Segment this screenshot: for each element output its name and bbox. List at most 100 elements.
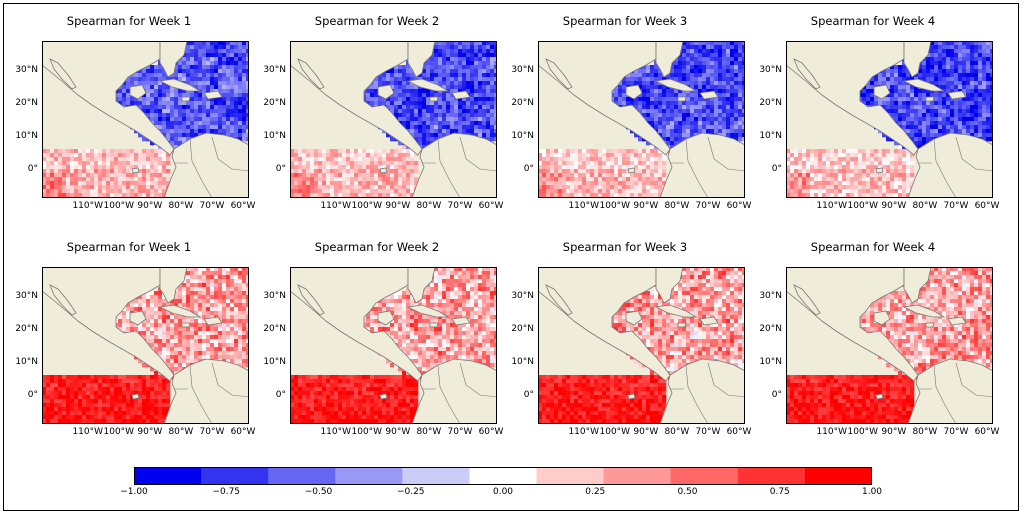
x-tick-label: 90°W bbox=[137, 201, 163, 211]
colorbar-tick-label: −0.25 bbox=[396, 487, 425, 497]
panel-title: Spearman for Week 2 bbox=[314, 240, 440, 254]
y-tick-label: 30°N bbox=[511, 64, 534, 75]
y-tick-label: 30°N bbox=[15, 290, 38, 301]
y-tick-label: 10°N bbox=[263, 356, 286, 367]
x-tick-label: 100°W bbox=[351, 427, 383, 437]
x-tick-label: 90°W bbox=[385, 201, 411, 211]
x-tick-label: 110°W bbox=[72, 201, 104, 211]
colorbar-segment bbox=[536, 467, 605, 485]
x-tick-label: 60°W bbox=[230, 427, 256, 437]
correlation-map bbox=[290, 41, 497, 198]
x-tick-label: 80°W bbox=[912, 427, 938, 437]
colorbar-segment bbox=[335, 467, 403, 485]
colorbar-segment bbox=[670, 467, 739, 485]
x-tick-label: 100°W bbox=[847, 201, 879, 211]
correlation-map bbox=[538, 267, 745, 424]
x-tick-label: 60°W bbox=[230, 201, 256, 211]
x-tick-label: 90°W bbox=[881, 427, 907, 437]
x-tick-label: 70°W bbox=[695, 201, 721, 211]
y-tick-label: 20°N bbox=[759, 97, 782, 108]
colorbar-segment bbox=[268, 467, 336, 485]
x-tick-label: 90°W bbox=[137, 427, 163, 437]
x-tick-label: 100°W bbox=[599, 427, 631, 437]
y-tick-label: 30°N bbox=[511, 290, 534, 301]
colorbar-segment bbox=[469, 467, 538, 485]
colorbar-segment bbox=[804, 467, 872, 485]
x-tick-label: 80°W bbox=[912, 201, 938, 211]
correlation-map bbox=[786, 41, 993, 198]
y-tick-label: 30°N bbox=[759, 64, 782, 75]
colorbar-tick-label: −0.50 bbox=[304, 487, 333, 497]
panel-title: Spearman for Week 1 bbox=[66, 14, 192, 28]
x-tick-label: 70°W bbox=[943, 427, 969, 437]
colorbar-segment bbox=[603, 467, 672, 485]
x-tick-label: 90°W bbox=[633, 427, 659, 437]
x-tick-label: 100°W bbox=[103, 427, 135, 437]
x-tick-label: 90°W bbox=[881, 201, 907, 211]
y-tick-label: 10°N bbox=[511, 130, 534, 141]
y-tick-label: 0° bbox=[523, 389, 534, 400]
x-tick-label: 70°W bbox=[199, 427, 225, 437]
panel-title: Spearman for Week 4 bbox=[810, 240, 936, 254]
x-tick-label: 100°W bbox=[599, 201, 631, 211]
map-panel: Spearman for Week 2 110°W 100°W 90°W 80°W 70°… bbox=[252, 240, 504, 440]
x-tick-label: 80°W bbox=[168, 201, 194, 211]
x-tick-label: 60°W bbox=[726, 427, 752, 437]
x-tick-label: 100°W bbox=[847, 427, 879, 437]
x-tick-label: 70°W bbox=[695, 427, 721, 437]
y-tick-label: 20°N bbox=[15, 97, 38, 108]
y-tick-label: 30°N bbox=[759, 290, 782, 301]
x-tick-label: 60°W bbox=[478, 427, 504, 437]
map-panel: Spearman for Week 1 110°W 100°W 90°W 80°W 70°… bbox=[4, 14, 256, 214]
colorbar-tick-label: 0.75 bbox=[769, 487, 790, 497]
panel-title: Spearman for Week 4 bbox=[810, 14, 936, 28]
y-tick-label: 20°N bbox=[759, 323, 782, 334]
colorbar-segment bbox=[134, 467, 202, 485]
panel-title: Spearman for Week 2 bbox=[314, 14, 440, 28]
y-tick-label: 30°N bbox=[263, 290, 286, 301]
correlation-map bbox=[786, 267, 993, 424]
y-tick-label: 10°N bbox=[759, 130, 782, 141]
colorbar-tick-label: 0.50 bbox=[677, 487, 698, 497]
colorbar-tick-label: 0.00 bbox=[492, 487, 514, 497]
x-tick-label: 90°W bbox=[633, 201, 659, 211]
x-tick-label: 60°W bbox=[974, 427, 1000, 437]
x-tick-label: 60°W bbox=[974, 201, 1000, 211]
x-tick-label: 110°W bbox=[72, 427, 104, 437]
colorbar bbox=[134, 467, 872, 485]
x-tick-label: 110°W bbox=[816, 201, 848, 211]
colorbar-tick-label: −0.75 bbox=[212, 487, 241, 497]
x-tick-label: 110°W bbox=[568, 427, 600, 437]
y-tick-label: 20°N bbox=[263, 323, 286, 334]
panel-title: Spearman for Week 3 bbox=[562, 240, 688, 254]
map-panel: Spearman for Week 4 110°W 100°W 90°W 80°W 70°… bbox=[748, 14, 1000, 214]
y-tick-label: 20°N bbox=[15, 323, 38, 334]
colorbar-tick-label: −1.00 bbox=[120, 487, 148, 497]
x-tick-label: 70°W bbox=[447, 427, 473, 437]
x-tick-label: 100°W bbox=[103, 201, 135, 211]
colorbar-segment bbox=[201, 467, 269, 485]
y-tick-label: 20°N bbox=[511, 97, 534, 108]
y-tick-label: 20°N bbox=[263, 97, 286, 108]
y-tick-label: 0° bbox=[27, 389, 38, 400]
x-tick-label: 110°W bbox=[320, 201, 352, 211]
y-tick-label: 10°N bbox=[15, 130, 38, 141]
y-tick-label: 0° bbox=[27, 163, 38, 174]
map-panel: Spearman for Week 3 110°W 100°W 90°W 80°W 70°… bbox=[500, 240, 752, 440]
map-panel: Spearman for Week 2 110°W 100°W 90°W 80°W 70°… bbox=[252, 14, 503, 214]
map-panel: Spearman for Week 4 110°W 100°W 90°W 80°W 70°… bbox=[748, 240, 1000, 440]
y-tick-label: 0° bbox=[275, 389, 286, 400]
x-tick-label: 90°W bbox=[385, 427, 411, 437]
x-tick-label: 110°W bbox=[816, 427, 848, 437]
panel-title: Spearman for Week 1 bbox=[66, 240, 192, 254]
y-tick-label: 10°N bbox=[15, 356, 38, 367]
colorbar-tick-label: 1.00 bbox=[861, 487, 883, 497]
correlation-map bbox=[290, 267, 497, 424]
x-tick-label: 110°W bbox=[568, 201, 600, 211]
y-tick-label: 0° bbox=[771, 389, 782, 400]
y-tick-label: 0° bbox=[275, 163, 286, 174]
x-tick-label: 80°W bbox=[664, 427, 690, 437]
y-tick-label: 20°N bbox=[511, 323, 534, 334]
y-tick-label: 10°N bbox=[263, 130, 286, 141]
x-tick-label: 80°W bbox=[416, 427, 442, 437]
